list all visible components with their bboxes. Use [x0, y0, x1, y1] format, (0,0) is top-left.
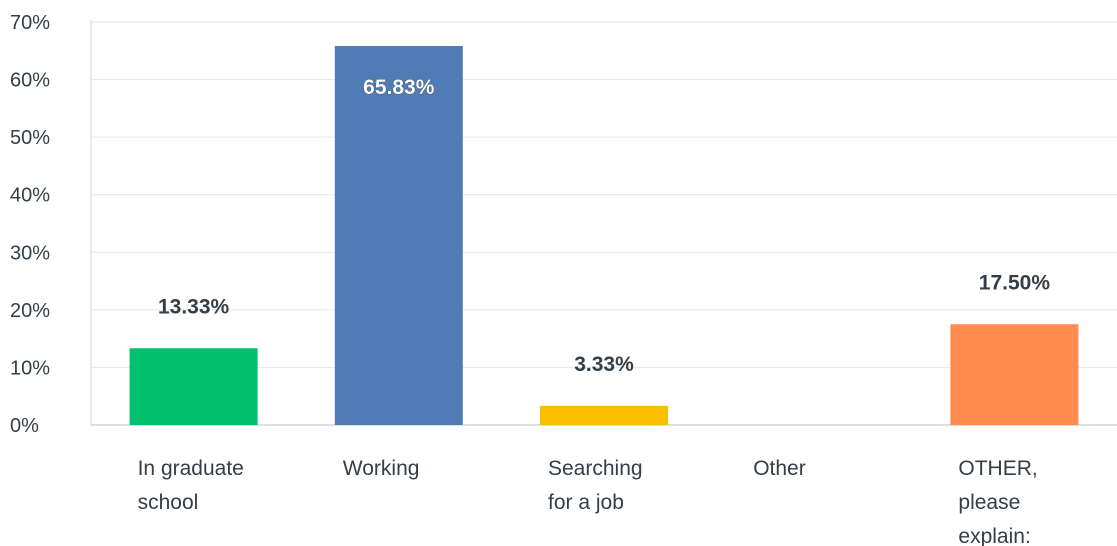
x-category-label: OTHER, please explain: — [958, 457, 1037, 546]
y-axis: 0% 10% 20% 30% 40% 50% 60% 70% — [10, 12, 50, 437]
bars — [129, 46, 1079, 425]
y-tick-label: 0% — [10, 415, 39, 437]
y-tick-label: 40% — [10, 185, 50, 207]
x-axis: In graduate school Working Searching for a j… — [138, 457, 1038, 546]
gridlines — [90, 20, 1117, 426]
x-category-label: Searching for a job — [548, 457, 643, 514]
bar-data-label: 65.83% — [363, 76, 435, 99]
y-tick-label: 50% — [10, 127, 50, 149]
y-tick-label: 70% — [10, 12, 50, 34]
y-tick-label: 60% — [10, 70, 50, 92]
bar-data-label: 17.50% — [979, 271, 1051, 294]
bar-data-label: 3.33% — [574, 353, 634, 376]
x-category-label: Other — [753, 457, 806, 480]
bar-data-label: 13.33% — [158, 295, 230, 318]
x-category-label: Working — [343, 457, 420, 480]
y-tick-label: 30% — [10, 242, 50, 264]
x-category-label: In graduate school — [138, 457, 244, 514]
bar — [334, 46, 463, 425]
bar — [950, 324, 1079, 425]
y-tick-label: 10% — [10, 357, 50, 379]
bar — [540, 405, 668, 425]
data-labels: 13.33% 65.83% 3.33% 17.50% — [158, 76, 1050, 376]
y-tick-label: 20% — [10, 300, 50, 322]
bar — [129, 348, 258, 425]
